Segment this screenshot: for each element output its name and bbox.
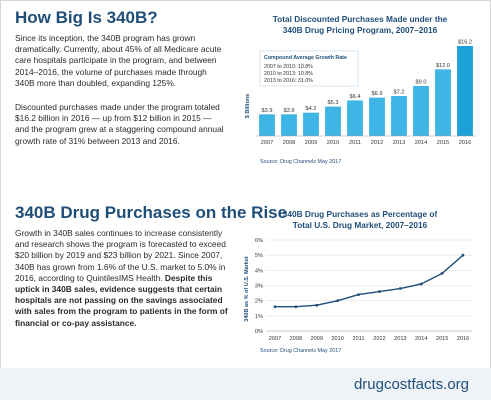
line-x-tick-2007: 2007 — [269, 336, 281, 342]
bar-x-tick-2007: 2007 — [261, 140, 273, 146]
line-point-2012 — [378, 290, 381, 293]
bar-x-tick-2013: 2013 — [393, 140, 405, 146]
line-point-2009 — [315, 303, 319, 307]
line-y-tick-6: 6% — [255, 238, 263, 244]
section1-paragraph-1: Since its inception, the 340B program ha… — [15, 33, 222, 88]
line-y-tick-2: 2% — [255, 299, 263, 305]
line-x-tick-2016: 2016 — [457, 336, 469, 342]
bar-value-label-2014: $9.0 — [416, 80, 427, 86]
line-point-2016 — [461, 253, 465, 257]
line-point-2011 — [357, 293, 360, 296]
line-point-2008 — [294, 305, 298, 309]
bar-2009 — [303, 112, 319, 136]
line-x-tick-2013: 2013 — [394, 336, 406, 342]
line-x-tick-2008: 2008 — [290, 336, 302, 342]
bar-value-label-2010: $5.3 — [328, 100, 339, 106]
bar-chart-plot: $ Billions $3.9 2007 $3.9 2008 $4.2 2009 $5.3 20… — [245, 40, 476, 146]
bar-chart-source: Source: Drug Channels May 2017 — [260, 159, 342, 165]
line-x-tick-2011: 2011 — [353, 336, 365, 342]
line-chart-ylabel: 340B as % of U.S. Market — [244, 256, 250, 322]
line-chart-source: Source: Drug Channels May 2017 — [260, 348, 342, 354]
line-point-2007 — [273, 305, 277, 309]
line-x-tick-2012: 2012 — [373, 336, 385, 342]
cagr-line-3: 2013 to 2016: 31.0% — [264, 78, 313, 84]
bar-x-tick-2011: 2011 — [349, 140, 361, 146]
section2-paragraph: Growth in 340B sales continues to increa… — [15, 228, 230, 329]
line-chart-plot: 340B as % of U.S. Market 0% 1% 2% 3% 4% 5% 6% 20… — [244, 238, 472, 342]
line-y-tick-0: 0% — [255, 329, 263, 335]
bar-x-tick-2008: 2008 — [283, 140, 295, 146]
footer-url[interactable]: drugcostfacts.org — [353, 376, 469, 393]
bar-chart: Total Discounted Purchases Made under th… — [240, 14, 480, 170]
line-x-tick-2014: 2014 — [415, 336, 427, 342]
bar-2015 — [435, 69, 451, 136]
bar-value-label-2008: $3.9 — [284, 108, 295, 114]
bar-x-tick-2016: 2016 — [459, 140, 471, 146]
bar-2010 — [325, 106, 341, 136]
line-point-2015 — [440, 271, 444, 275]
bar-value-label-2011: $6.4 — [350, 94, 361, 100]
line-y-tick-1: 1% — [255, 314, 263, 320]
line-chart-title-line1: 340B Drug Purchases as Percentage of — [282, 209, 438, 219]
line-point-2013 — [398, 287, 402, 290]
cagr-line-1: 2007 to 2010: 10.8% — [264, 64, 313, 70]
bar-2016 — [457, 46, 473, 136]
line-point-2014 — [419, 282, 423, 286]
cagr-title: Compound Average Growth Rate — [264, 55, 347, 61]
bar-value-label-2013: $7.2 — [394, 90, 405, 96]
line-x-tick-2015: 2015 — [436, 336, 448, 342]
bar-value-label-2012: $6.9 — [372, 91, 383, 97]
line-y-tick-3: 3% — [255, 284, 263, 290]
bar-2014 — [413, 86, 429, 136]
bar-chart-title: Total Discounted Purchases Made under th… — [240, 14, 480, 35]
bar-value-label-2007: $3.9 — [262, 108, 273, 114]
cagr-box — [259, 50, 359, 87]
line-chart: 340B Drug Purchases as Percentage of Tot… — [240, 209, 480, 359]
section2-paragraph-bold: Despite this uptick in 340B sales, evide… — [15, 272, 228, 328]
bar-chart-title-line1: Total Discounted Purchases Made under th… — [272, 14, 448, 24]
line-y-tick-5: 5% — [255, 253, 263, 259]
line-series — [275, 254, 464, 308]
line-x-tick-2009: 2009 — [311, 336, 323, 342]
bar-x-tick-2015: 2015 — [437, 140, 449, 146]
line-x-tick-2010: 2010 — [331, 336, 343, 342]
bar-x-tick-2009: 2009 — [305, 140, 317, 146]
bar-chart-title-line2: 340B Drug Pricing Program, 2007–2016 — [282, 24, 438, 35]
bar-2008 — [281, 114, 297, 136]
bar-2013 — [391, 96, 407, 136]
section2-paragraph-plain: Growth in 340B sales continues to increa… — [15, 228, 226, 283]
bar-chart-ylabel: $ Billions — [245, 94, 251, 118]
section1-title: How Big Is 340B? — [15, 8, 158, 27]
line-chart-title: 340B Drug Purchases as Percentage of Tot… — [240, 209, 480, 230]
cagr-line-2: 2010 to 2013: 10.8% — [264, 71, 313, 77]
bar-x-tick-2012: 2012 — [371, 140, 383, 146]
bar-x-tick-2010: 2010 — [327, 140, 339, 146]
section1-paragraph-2: Discounted purchases made under the prog… — [15, 102, 224, 146]
line-chart-title-line2: Total U.S. Drug Market, 2007–2016 — [292, 219, 428, 230]
bar-value-label-2009: $4.2 — [306, 106, 317, 112]
bar-2007 — [259, 114, 275, 136]
bar-value-label-2016: $16.2 — [458, 40, 472, 46]
line-point-2010 — [336, 299, 340, 303]
line-y-tick-4: 4% — [255, 268, 263, 274]
bar-value-label-2015: $12.0 — [436, 63, 450, 69]
bar-2011 — [347, 100, 363, 136]
footer-bar — [0, 368, 491, 400]
bar-x-tick-2014: 2014 — [415, 140, 427, 146]
bar-2012 — [369, 97, 385, 136]
section2-title: 340B Drug Purchases on the Rise — [15, 203, 288, 222]
